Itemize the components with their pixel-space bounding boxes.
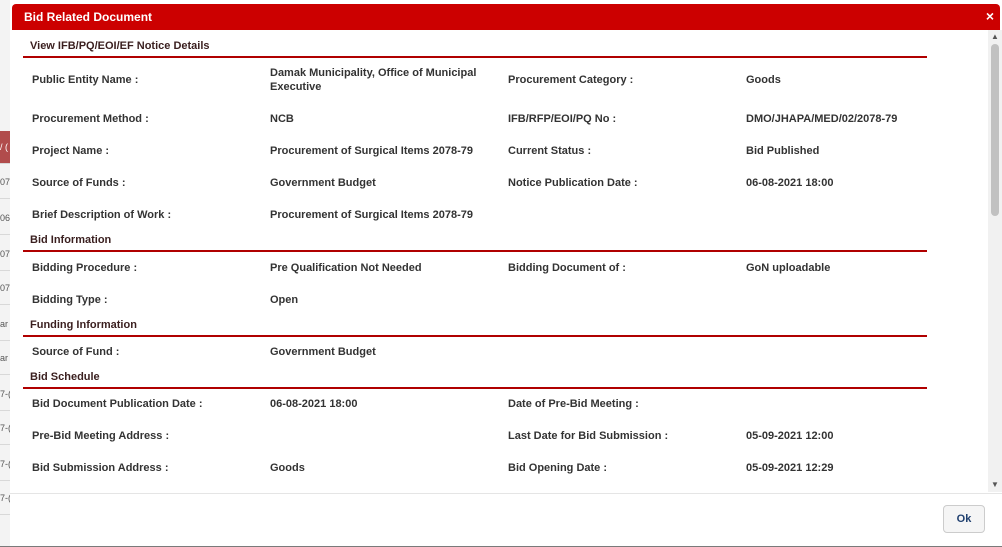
field-label: Bid Opening Date : — [508, 462, 607, 474]
field-value: Goods — [270, 462, 305, 474]
scroll-thumb[interactable] — [991, 44, 999, 216]
section-heading: Funding Information — [30, 319, 137, 331]
field-value: Government Budget — [270, 346, 376, 358]
bid-document-modal: Bid Related Document × View IFB/PQ/EOI/E… — [10, 0, 1002, 546]
field-label: Bidding Procedure : — [32, 262, 138, 274]
field-value: Damak Municipality, Office of Municipal … — [270, 67, 477, 93]
field-label: Procurement Method : — [32, 113, 149, 125]
field-label: IFB/RFP/EOI/PQ No : — [508, 113, 617, 125]
field-value: Bid Published — [746, 145, 820, 157]
background-list-item: 07 — [0, 238, 12, 271]
modal-body[interactable]: View IFB/PQ/EOI/EF Notice Details Public… — [10, 30, 988, 492]
modal-header: Bid Related Document × — [12, 4, 1000, 30]
section-heading: Bid Information — [30, 234, 112, 246]
ok-button[interactable]: Ok — [943, 505, 985, 533]
field-label: Bidding Document of : — [508, 262, 626, 274]
background-list-item: ar — [0, 342, 12, 375]
vertical-scrollbar[interactable]: ▲ ▼ — [988, 30, 1002, 492]
field-label: Public Entity Name : — [32, 74, 139, 86]
field-value: 05-09-2021 12:00 — [746, 430, 834, 442]
background-list-item: / ( — [0, 131, 12, 164]
background-list-item: 7-( — [0, 482, 12, 515]
field-value: Procurement of Surgical Items 2078-79 — [270, 209, 473, 221]
field-label: Notice Publication Date : — [508, 177, 638, 189]
modal-footer: Ok — [10, 493, 1002, 547]
scroll-down-icon[interactable]: ▼ — [991, 480, 999, 489]
background-list-item: 7-( — [0, 378, 12, 411]
section-notice-details: View IFB/PQ/EOI/EF Notice Details — [23, 38, 927, 58]
background-list-item: 07 — [0, 166, 12, 199]
field-value: NCB — [270, 113, 294, 125]
background-list: / ( 07 06 07 07 ar ar 7-( 7-( 7-( 7-( — [0, 0, 12, 546]
section-heading: View IFB/PQ/EOI/EF Notice Details — [30, 40, 210, 52]
field-label: Date of Pre-Bid Meeting : — [508, 398, 639, 410]
field-label: Project Name : — [32, 145, 110, 157]
scroll-up-icon[interactable]: ▲ — [991, 32, 999, 41]
background-list-item: 7-( — [0, 448, 12, 481]
field-label: Current Status : — [508, 145, 592, 157]
modal-title: Bid Related Document — [24, 10, 153, 24]
field-value: DMO/JHAPA/MED/02/2078-79 — [746, 113, 898, 125]
field-label: Last Date for Bid Submission : — [508, 430, 669, 442]
field-value: GoN uploadable — [746, 262, 831, 274]
section-funding-information: Funding Information — [23, 317, 927, 337]
background-list-item: 06 — [0, 202, 12, 235]
field-label: Bid Document Publication Date : — [32, 398, 203, 410]
close-icon[interactable]: × — [985, 8, 994, 24]
field-value: Procurement of Surgical Items 2078-79 — [270, 145, 473, 157]
field-label: Source of Fund : — [32, 346, 120, 358]
background-list-item: 07 — [0, 272, 12, 305]
field-label: Bidding Type : — [32, 294, 108, 306]
field-label: Bid Submission Address : — [32, 462, 169, 474]
field-value: Government Budget — [270, 177, 376, 189]
section-heading: Bid Schedule — [30, 371, 100, 383]
background-list-item: ar — [0, 308, 12, 341]
field-label: Brief Description of Work : — [32, 209, 172, 221]
section-bid-schedule: Bid Schedule — [23, 369, 927, 389]
section-bid-information: Bid Information — [23, 232, 927, 252]
field-value: Pre Qualification Not Needed — [270, 262, 422, 274]
field-value: 06-08-2021 18:00 — [746, 177, 834, 189]
field-value: 05-09-2021 12:29 — [746, 462, 834, 474]
field-label: Procurement Category : — [508, 74, 634, 86]
field-label: Pre-Bid Meeting Address : — [32, 430, 170, 442]
field-value: 06-08-2021 18:00 — [270, 398, 358, 410]
field-value: Goods — [746, 74, 781, 86]
field-label: Source of Funds : — [32, 177, 126, 189]
background-list-item: 7-( — [0, 412, 12, 445]
field-value: Open — [270, 294, 299, 306]
